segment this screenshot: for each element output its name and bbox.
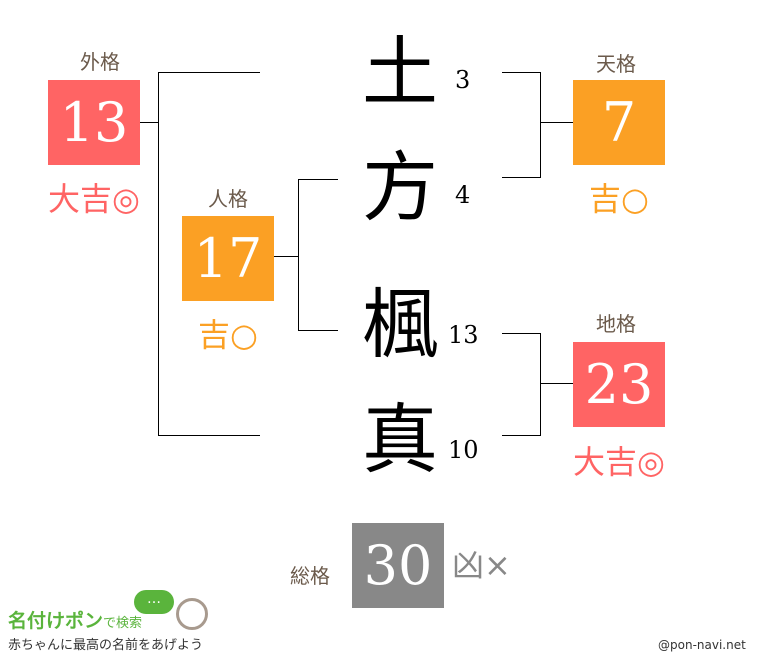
connector — [274, 256, 298, 257]
stroke-count: 4 — [455, 181, 471, 209]
name-char: 方 — [362, 143, 438, 232]
gaikaku-label: 外格 — [80, 50, 120, 74]
connector — [158, 72, 159, 436]
tenkaku-result: 吉○ — [589, 180, 649, 218]
tenkaku-value: 7 — [573, 80, 665, 165]
connector — [298, 179, 299, 330]
connector — [158, 435, 260, 436]
baby-face-icon — [176, 598, 208, 630]
chikaku-label: 地格 — [596, 312, 636, 336]
jinkaku-label: 人格 — [208, 187, 248, 211]
name-char: 土 — [362, 28, 438, 117]
jinkaku-value: 17 — [182, 216, 274, 301]
connector — [502, 435, 540, 436]
logo-tagline: 赤ちゃんに最高の名前をあげよう — [8, 638, 204, 653]
chikaku-value: 23 — [573, 342, 665, 427]
connector — [158, 72, 260, 73]
connector — [502, 333, 540, 334]
logo-title: 名付けポンで検索 — [8, 606, 142, 633]
logo-title-suffix: で検索 — [103, 616, 143, 631]
soukaku-result: 凶× — [452, 546, 511, 584]
gaikaku-value: 13 — [48, 80, 140, 165]
connector — [540, 383, 573, 384]
connector — [540, 122, 573, 123]
connector — [298, 330, 338, 331]
connector — [502, 177, 540, 178]
speech-bubble-icon: … — [134, 590, 174, 614]
stroke-count: 10 — [448, 436, 479, 464]
stroke-count: 3 — [455, 66, 471, 94]
connector — [502, 72, 540, 73]
gaikaku-result: 大吉◎ — [48, 180, 140, 218]
stroke-count: 13 — [448, 321, 479, 349]
soukaku-value: 30 — [352, 523, 444, 608]
site-credit: @pon-navi.net — [658, 638, 746, 652]
name-char: 真 — [362, 395, 438, 484]
connector — [540, 333, 541, 436]
logo[interactable]: … 名付けポンで検索 赤ちゃんに最高の名前をあげよう — [8, 588, 228, 658]
connector — [540, 72, 541, 178]
chikaku-result: 大吉◎ — [573, 443, 665, 481]
connector — [298, 179, 338, 180]
soukaku-label: 総格 — [290, 564, 330, 588]
tenkaku-label: 天格 — [596, 52, 636, 76]
name-char: 楓 — [362, 280, 438, 369]
connector — [140, 122, 158, 123]
jinkaku-result: 吉○ — [198, 316, 258, 354]
logo-title-main: 名付けポン — [8, 610, 104, 632]
